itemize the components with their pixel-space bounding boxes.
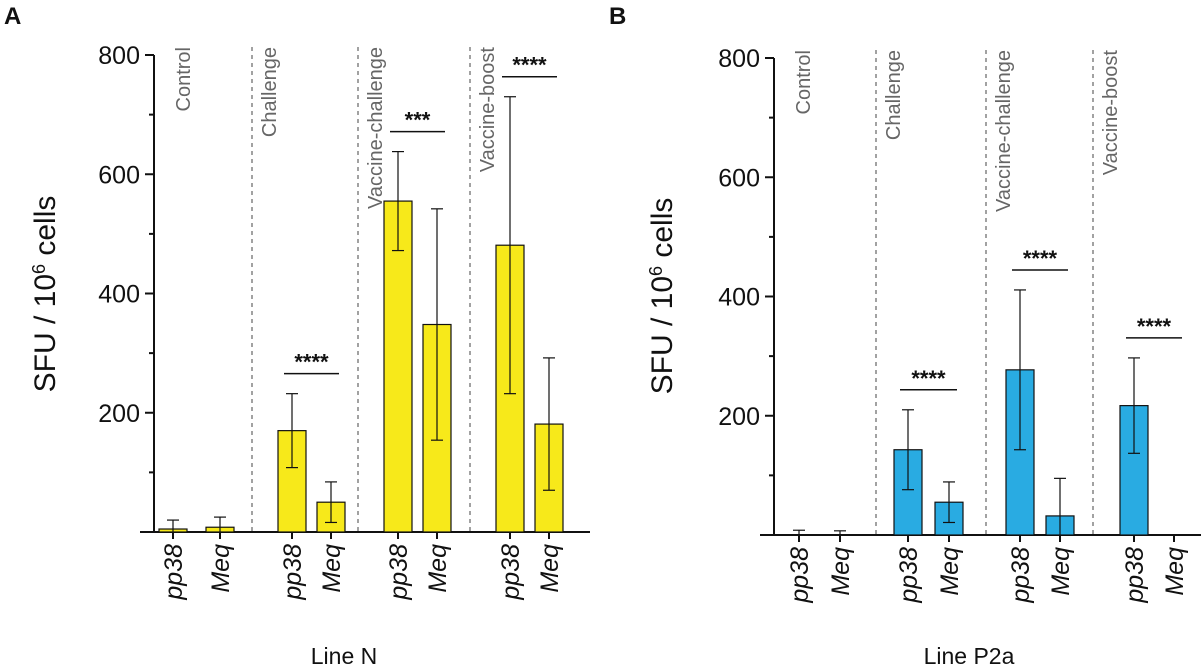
x-category-label: Meq [936,547,964,596]
group-label: Control [173,47,195,111]
group-label: Vaccine-challenge [365,47,387,209]
x-category-label: pp38 [279,544,307,601]
x-category-label: Meq [207,544,235,593]
x-category-label: Meq [1161,547,1189,596]
x-category-label: Meq [318,544,346,593]
y-title-superscript: 6 [646,266,666,276]
y-tick-label: 800 [98,42,140,70]
y-title-main: SFU / 10 [646,276,679,394]
x-category-label: pp38 [1121,547,1149,604]
group-label: Challenge [883,50,905,140]
significance-marker: **** [294,350,329,375]
y-title-main: SFU / 10 [29,274,62,392]
y-tick-label: 200 [718,403,760,431]
group-label: Control [793,50,815,114]
x-category-label: pp38 [1007,547,1035,604]
significance-marker: **** [911,366,946,391]
y-tick-label: 600 [718,164,760,192]
x-category-label: pp38 [895,547,923,604]
y-axis-title: SFU / 106 cells [646,198,679,395]
significance-marker: **** [1137,314,1172,339]
bar [1005,369,1035,536]
x-category-label: Meq [536,544,564,593]
significance-marker: *** [405,108,431,133]
significance-marker: **** [1023,246,1058,271]
x-category-label: pp38 [160,544,188,601]
x-category-label: pp38 [786,547,814,604]
x-axis-title: Line P2a [924,643,1015,668]
panel-a: A 200 400 600 800 SFU / 106 cells Line N Contro… [4,3,590,668]
group-label: Vaccine-challenge [993,50,1015,212]
bar [383,200,413,533]
y-tick-label: 400 [718,284,760,312]
x-axis-title: Line N [311,643,377,668]
panel-letter: A [4,3,21,30]
y-title-unit: cells [646,198,679,266]
y-tick-label: 200 [98,400,140,428]
y-title-unit: cells [29,196,62,264]
x-category-label: pp38 [385,544,413,601]
group-label: Challenge [259,47,281,137]
bar [277,430,307,533]
y-title-superscript: 6 [29,264,49,274]
x-category-label: Meq [1047,547,1075,596]
x-category-label: pp38 [497,544,525,601]
significance-marker: **** [512,53,547,78]
x-category-label: Meq [827,547,855,596]
y-tick-label: 800 [718,45,760,73]
y-axis-title: SFU / 106 cells [29,196,62,393]
group-label: Vaccine-boost [1100,50,1122,176]
x-category-label: Meq [424,544,452,593]
y-tick-label: 400 [98,281,140,309]
y-tick-label: 600 [98,161,140,189]
group-label: Vaccine-boost [477,47,499,173]
panel-letter: B [609,3,626,30]
panel-b: B 200 400 600 800 SFU / 106 cells Line P2a Cont… [609,3,1201,668]
